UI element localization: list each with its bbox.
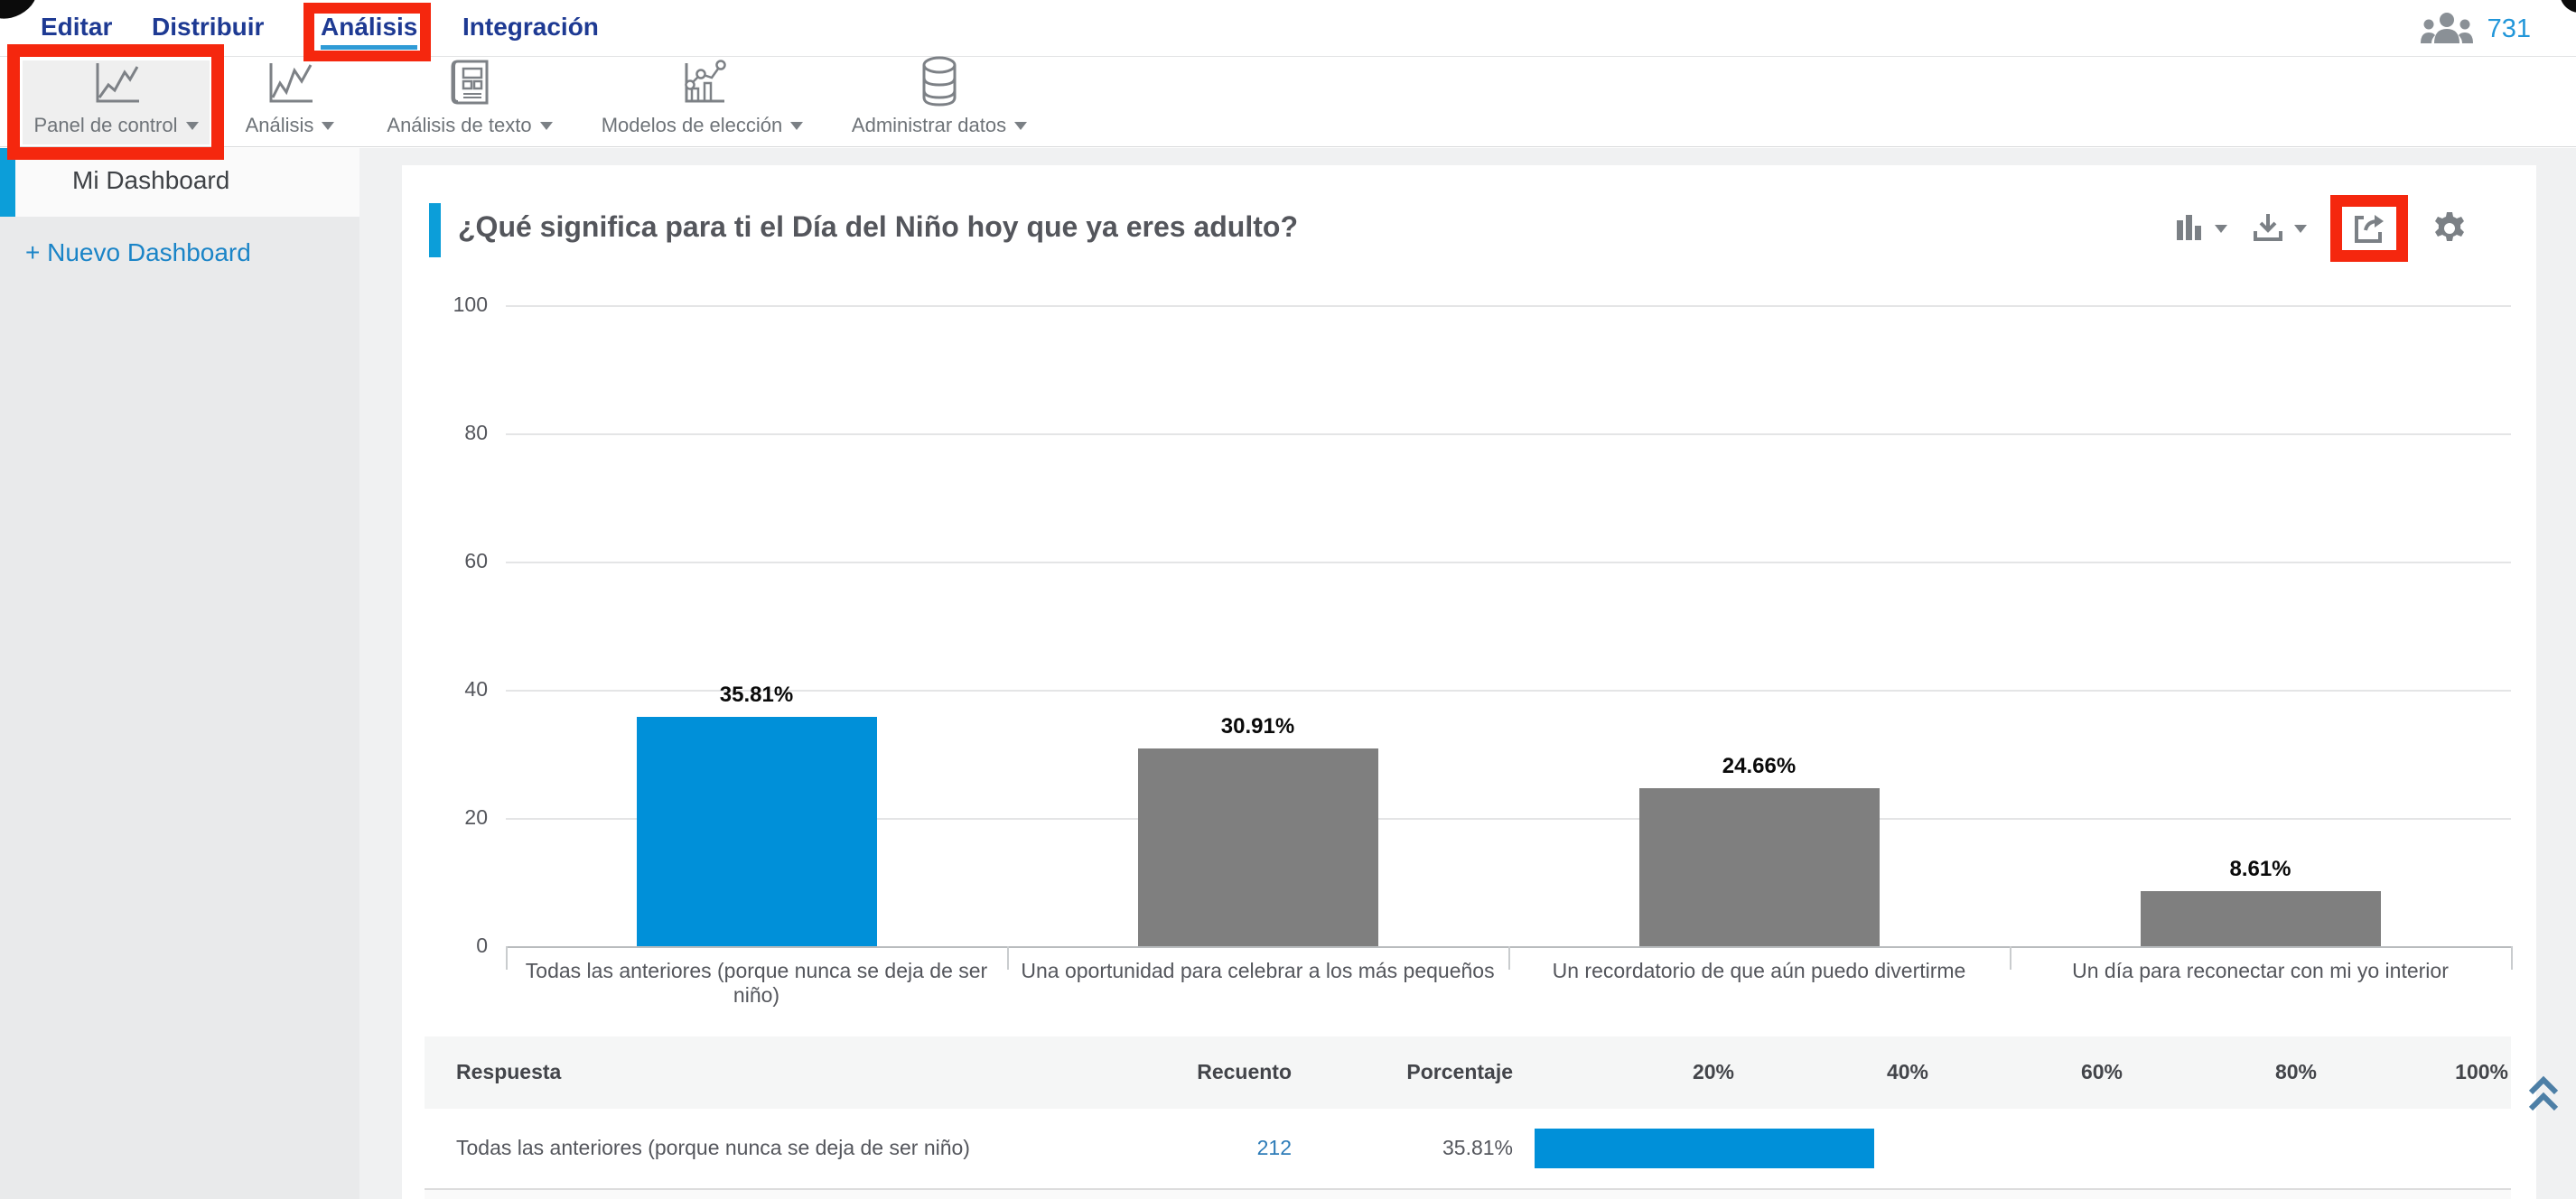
respondents-count: 731 [2487,14,2531,43]
bar-value-label: 24.66% [1722,753,1797,778]
top-nav: Editar Distribuir Análisis Integración 7… [0,0,2576,56]
chevron-down-icon [790,121,804,130]
tab-analisis[interactable]: Análisis [321,13,418,50]
y-axis-tick-label: 80 [464,421,488,444]
y-axis-tick-label: 20 [464,805,488,829]
toolbar-administrar-datos-button[interactable]: Administrar datos [826,56,1052,144]
x-axis-category-label: Un día para reconectar con mi yo interio… [2072,959,2449,982]
dashboard-sidebar: Mi Dashboard + Nuevo Dashboard [0,148,359,1199]
share-export-icon [2351,212,2387,245]
respondents-counter[interactable]: 731 [2419,11,2531,47]
toolbar-item-label: Panel de control [34,114,199,137]
people-group-icon [2419,11,2475,47]
chevron-down-icon [539,121,553,130]
new-dashboard-button[interactable]: + Nuevo Dashboard [25,238,251,266]
toolbar-modelos-de-eleccion-button[interactable]: Modelos de elección [592,60,813,144]
text-document-icon [447,58,492,108]
toolbar-analisis-button[interactable]: Análisis [222,60,358,144]
toolbar-item-label: Análisis [246,114,335,137]
toolbar-item-label: Análisis de texto [387,114,553,137]
analysis-toolbar: Panel de control Análisis [0,56,2576,147]
y-axis-tick-label: 0 [476,934,488,957]
toolbar-panel-de-control-button[interactable]: Panel de control [23,60,210,144]
plot-area: 0 20 40 60 80 100 35.81% Todas las anteriores (… [402,165,2536,1199]
col-20pct: 20% [1692,1060,1734,1083]
line-chart-icon [264,60,316,108]
bar [2140,890,2381,946]
gear-icon [2431,210,2468,246]
double-chevron-up-icon [2525,1074,2562,1114]
database-icon [918,56,961,108]
sidebar-item-label: Mi Dashboard [72,166,230,194]
line-chart-icon [90,60,143,108]
bar [1137,748,1378,946]
next-row-partial [425,1190,2511,1199]
tab-distribuir[interactable]: Distribuir [152,13,265,41]
table-header: Respuesta Recuento Porcentaje 20% 40% 60… [425,1036,2511,1109]
cell-respuesta: Todas las anteriores (porque nunca se de… [456,1136,970,1159]
col-respuesta: Respuesta [456,1060,562,1083]
chevron-down-icon [2215,224,2227,233]
widget-card: ¿Qué significa para ti el Día del Niño h… [402,165,2536,1199]
chevron-down-icon [322,121,335,130]
cell-recuento-link[interactable]: 212 [1256,1136,1292,1159]
col-60pct: 60% [2080,1060,2123,1083]
active-item-indicator [0,148,15,217]
chart-type-icon [2173,213,2206,244]
choice-model-icon [677,58,728,108]
x-axis-tick [1007,946,1009,970]
row-percentage-bar [1535,1129,1874,1168]
widget-controls [2173,195,2468,262]
y-axis-tick-label: 100 [453,293,488,316]
y-axis-tick-label: 40 [464,677,488,701]
gridline [506,818,2511,820]
x-axis-tick [2511,946,2513,970]
share-button[interactable] [2351,212,2387,245]
toolbar-item-label: Administrar datos [852,114,1028,137]
gridline [506,305,2511,307]
tab-editar[interactable]: Editar [41,13,113,41]
download-button[interactable] [2251,211,2307,246]
y-axis-tick-label: 60 [464,549,488,572]
settings-button[interactable] [2431,210,2468,246]
x-axis-tick [506,946,508,970]
col-porcentaje: Porcentaje [1406,1060,1513,1083]
chart-type-button[interactable] [2173,213,2227,244]
toolbar-analisis-de-texto-button[interactable]: Análisis de texto [370,60,569,144]
chevron-down-icon [1014,121,1028,130]
x-axis-category-label: Todas las anteriores (porque nunca se de… [525,959,988,1007]
annotation-box-share [2330,195,2408,262]
title-accent-bar [429,203,441,257]
chevron-down-icon [2294,224,2307,233]
scroll-to-top-button[interactable] [2525,1074,2562,1114]
row-divider [425,1188,2511,1190]
col-40pct: 40% [1886,1060,1928,1083]
cell-porcentaje: 35.81% [1442,1136,1513,1159]
gridline [506,690,2511,692]
bar-value-label: 30.91% [1220,713,1295,739]
sidebar-item-mi-dashboard[interactable]: Mi Dashboard [0,148,359,217]
bar-value-label: 35.81% [719,682,794,707]
col-80pct: 80% [2274,1060,2317,1083]
x-axis-category-label: Una oportunidad para celebrar a los más … [1021,959,1495,982]
bar-value-label: 8.61% [2229,856,2291,881]
x-axis-tick [2010,946,2011,970]
x-axis-category-label: Un recordatorio de que aún puedo diverti… [1552,959,1966,982]
bar [636,716,877,946]
col-100pct: 100% [2455,1060,2508,1083]
toolbar-item-label: Modelos de elección [602,114,804,137]
tab-integracion[interactable]: Integración [462,13,599,41]
x-axis-tick [1508,946,1510,970]
col-recuento: Recuento [1197,1060,1292,1083]
download-icon [2251,211,2285,246]
chevron-down-icon [185,121,199,130]
gridline [506,562,2511,563]
widget-title: ¿Qué significa para ti el Día del Niño h… [458,210,1298,243]
gridline [506,433,2511,435]
table-row[interactable]: Todas las anteriores (porque nunca se de… [425,1109,2511,1188]
bar [1638,787,1880,946]
